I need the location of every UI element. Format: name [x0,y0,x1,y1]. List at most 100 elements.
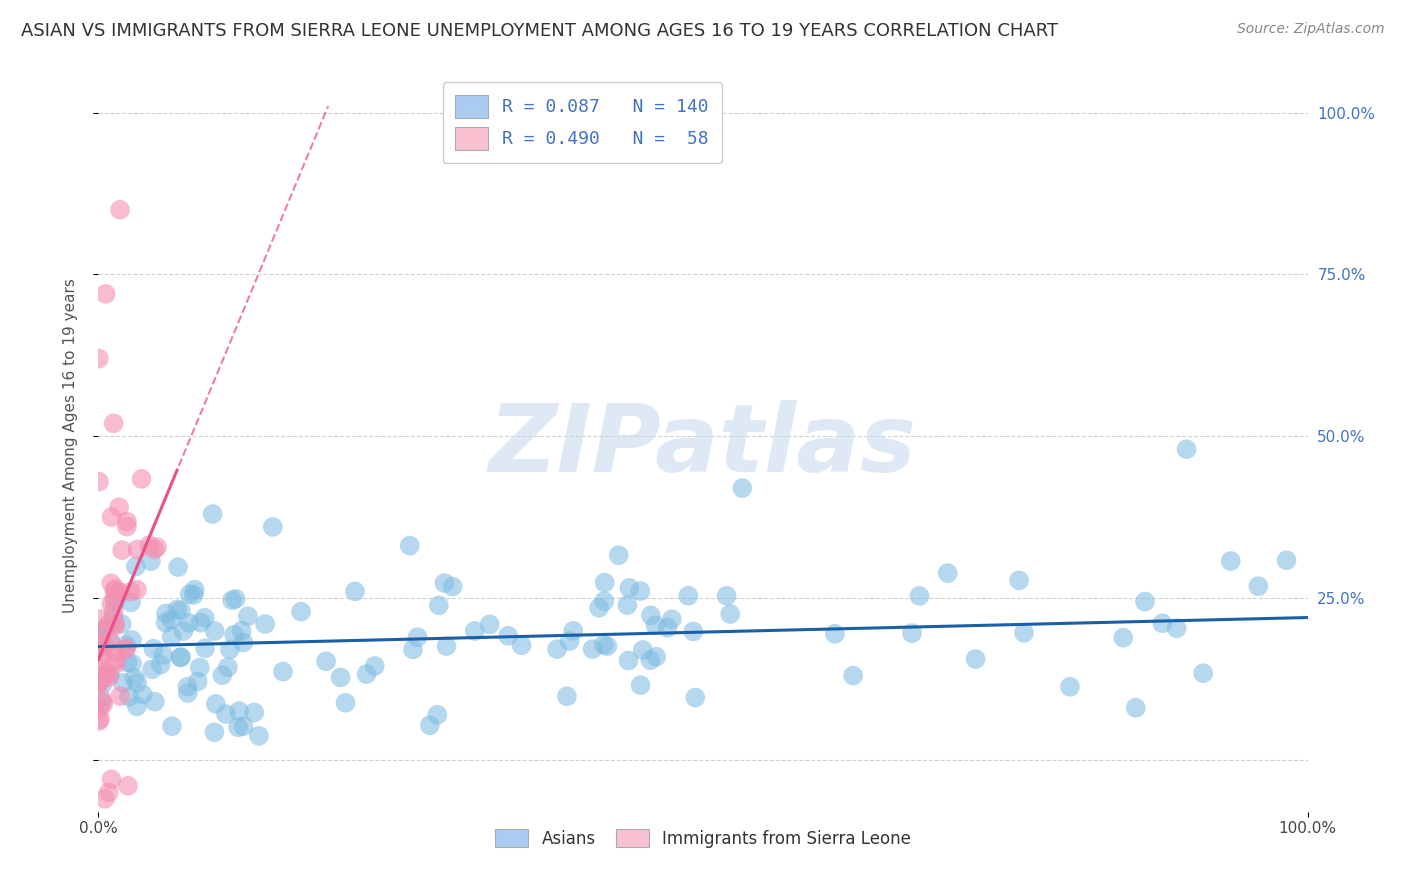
Point [121,632,143,647]
Point [89,712,111,726]
Point [169,650,191,665]
Point [842,668,865,682]
Text: ASIAN VS IMMIGRANTS FROM SIERRA LEONE UNEMPLOYMENT AMONG AGES 16 TO 19 YEARS COR: ASIAN VS IMMIGRANTS FROM SIERRA LEONE UN… [21,22,1059,40]
Point [115,515,138,529]
Point [427,599,450,613]
Point [657,621,679,635]
Point [149,657,172,672]
Point [110,689,132,703]
Point [1059,680,1081,694]
Point [98,616,121,631]
Point [426,707,449,722]
Point [104,646,127,660]
Point [496,629,519,643]
Point [510,638,533,652]
Point [127,542,149,557]
Point [115,638,138,652]
Point [204,624,226,638]
Point [824,627,846,641]
Point [419,718,441,732]
Point [562,624,585,638]
Point [344,584,367,599]
Point [593,575,616,590]
Point [682,624,704,639]
Point [1133,594,1156,608]
Y-axis label: Unemployment Among Ages 16 to 19 years: Unemployment Among Ages 16 to 19 years [63,278,77,614]
Point [644,618,666,632]
Point [228,704,250,718]
Point [204,725,226,739]
Point [103,417,125,431]
Text: ZIPatlas: ZIPatlas [489,400,917,492]
Point [122,671,145,685]
Point [232,719,254,733]
Point [87,475,110,489]
Point [100,597,122,611]
Point [588,600,610,615]
Point [90,669,112,683]
Point [558,634,581,648]
Point [104,654,127,668]
Point [114,642,136,657]
Point [94,791,117,805]
Point [187,674,209,689]
Point [105,657,128,671]
Point [127,675,149,690]
Point [243,706,266,720]
Point [94,623,117,637]
Point [142,641,165,656]
Point [90,637,112,651]
Point [170,650,193,665]
Point [402,642,425,657]
Point [90,691,112,706]
Point [215,707,238,722]
Point [120,595,142,609]
Point [1192,666,1215,681]
Point [225,591,247,606]
Legend: Asians, Immigrants from Sierra Leone: Asians, Immigrants from Sierra Leone [488,822,918,855]
Point [167,560,190,574]
Point [87,714,110,728]
Point [1247,579,1270,593]
Point [1152,616,1174,631]
Point [194,641,217,656]
Point [94,639,117,653]
Point [436,639,458,653]
Point [617,654,640,668]
Point [103,591,125,605]
Point [87,351,110,366]
Point [194,610,217,624]
Point [104,616,127,631]
Point [118,690,141,704]
Point [616,598,638,612]
Point [329,670,352,684]
Point [100,635,122,649]
Point [716,589,738,603]
Point [188,660,211,674]
Point [87,657,110,672]
Point [592,638,614,652]
Point [139,554,162,568]
Point [1275,553,1298,567]
Point [315,654,337,668]
Point [630,678,652,692]
Point [166,602,188,616]
Point [176,680,198,694]
Point [155,615,177,630]
Point [108,500,131,515]
Point [965,652,987,666]
Point [94,667,117,681]
Point [177,686,200,700]
Point [908,589,931,603]
Point [94,665,117,680]
Point [183,588,205,602]
Point [94,286,117,301]
Point [143,695,166,709]
Point [619,581,641,595]
Point [111,543,134,558]
Point [290,605,312,619]
Point [217,660,239,674]
Point [596,639,619,653]
Point [581,642,603,657]
Point [111,676,134,690]
